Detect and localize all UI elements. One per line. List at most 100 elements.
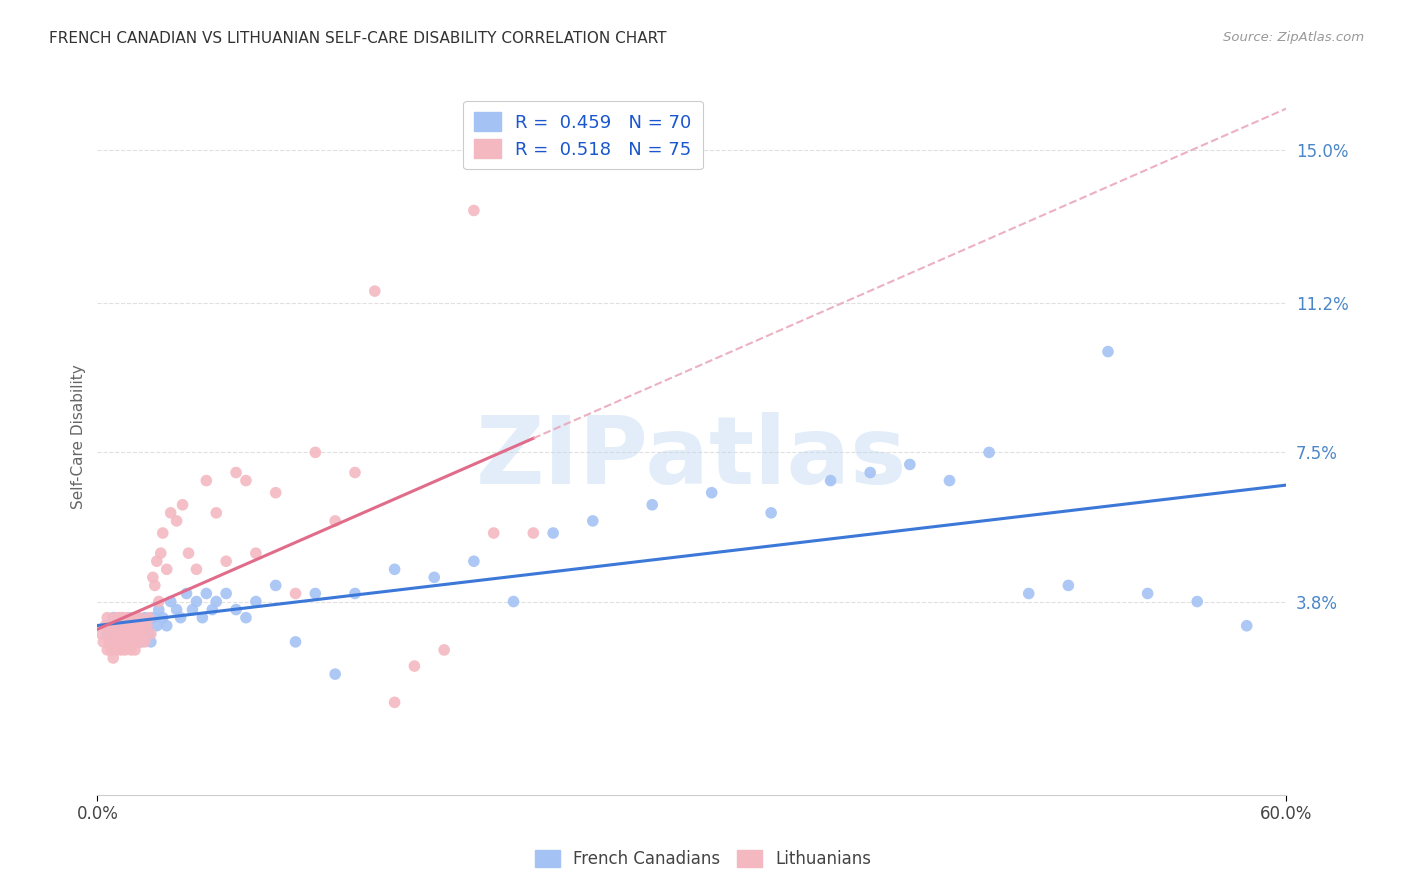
Point — [124, 643, 146, 657]
Point — [820, 474, 842, 488]
Point — [115, 618, 138, 632]
Point — [225, 466, 247, 480]
Point — [148, 602, 170, 616]
Point — [1097, 344, 1119, 359]
Point — [103, 635, 125, 649]
Point — [245, 594, 267, 608]
Point — [156, 562, 179, 576]
Point — [159, 506, 181, 520]
Point — [343, 586, 366, 600]
Point — [112, 610, 135, 624]
Point — [124, 635, 146, 649]
Point — [90, 627, 112, 641]
Point — [1236, 618, 1258, 632]
Point — [264, 578, 287, 592]
Point — [100, 643, 122, 657]
Point — [98, 618, 121, 632]
Point — [118, 635, 141, 649]
Point — [201, 602, 224, 616]
Point — [304, 586, 326, 600]
Point — [159, 594, 181, 608]
Point — [94, 618, 117, 632]
Point — [96, 627, 118, 641]
Point — [125, 635, 148, 649]
Point — [100, 635, 122, 649]
Point — [205, 506, 228, 520]
Legend: R =  0.459   N = 70, R =  0.518   N = 75: R = 0.459 N = 70, R = 0.518 N = 75 — [463, 101, 703, 169]
Point — [176, 586, 198, 600]
Point — [129, 635, 152, 649]
Point — [105, 635, 128, 649]
Point — [1057, 578, 1080, 592]
Point — [522, 526, 544, 541]
Point — [146, 618, 169, 632]
Point — [195, 586, 218, 600]
Point — [128, 610, 150, 624]
Point — [423, 570, 446, 584]
Point — [98, 635, 121, 649]
Point — [135, 618, 157, 632]
Point — [132, 627, 155, 641]
Point — [364, 284, 387, 298]
Point — [134, 635, 156, 649]
Point — [166, 514, 188, 528]
Point — [115, 635, 138, 649]
Point — [264, 485, 287, 500]
Text: FRENCH CANADIAN VS LITHUANIAN SELF-CARE DISABILITY CORRELATION CHART: FRENCH CANADIAN VS LITHUANIAN SELF-CARE … — [49, 31, 666, 46]
Point — [105, 618, 128, 632]
Point — [120, 627, 142, 641]
Point — [105, 618, 128, 632]
Point — [114, 618, 136, 632]
Point — [235, 474, 257, 488]
Point — [120, 643, 142, 657]
Point — [146, 554, 169, 568]
Point — [859, 466, 882, 480]
Point — [103, 651, 125, 665]
Point — [152, 526, 174, 541]
Point — [186, 562, 208, 576]
Point — [142, 570, 165, 584]
Point — [225, 602, 247, 616]
Point — [118, 618, 141, 632]
Point — [129, 618, 152, 632]
Point — [139, 627, 162, 641]
Point — [759, 506, 782, 520]
Point — [245, 546, 267, 560]
Point — [700, 485, 723, 500]
Point — [115, 610, 138, 624]
Point — [134, 610, 156, 624]
Point — [108, 627, 131, 641]
Point — [104, 610, 127, 624]
Point — [304, 445, 326, 459]
Point — [115, 627, 138, 641]
Point — [124, 627, 146, 641]
Point — [323, 667, 346, 681]
Point — [384, 695, 406, 709]
Point — [112, 618, 135, 632]
Point — [502, 594, 524, 608]
Point — [235, 610, 257, 624]
Point — [104, 627, 127, 641]
Point — [977, 445, 1000, 459]
Point — [125, 627, 148, 641]
Point — [132, 627, 155, 641]
Point — [105, 643, 128, 657]
Point — [122, 618, 145, 632]
Point — [108, 627, 131, 641]
Point — [1185, 594, 1208, 608]
Point — [110, 627, 132, 641]
Point — [404, 659, 426, 673]
Point — [343, 466, 366, 480]
Point — [1136, 586, 1159, 600]
Point — [148, 594, 170, 608]
Point — [541, 526, 564, 541]
Legend: French Canadians, Lithuanians: French Canadians, Lithuanians — [529, 843, 877, 875]
Point — [100, 627, 122, 641]
Point — [139, 635, 162, 649]
Point — [135, 618, 157, 632]
Point — [177, 546, 200, 560]
Point — [284, 586, 307, 600]
Point — [103, 610, 125, 624]
Point — [156, 618, 179, 632]
Point — [482, 526, 505, 541]
